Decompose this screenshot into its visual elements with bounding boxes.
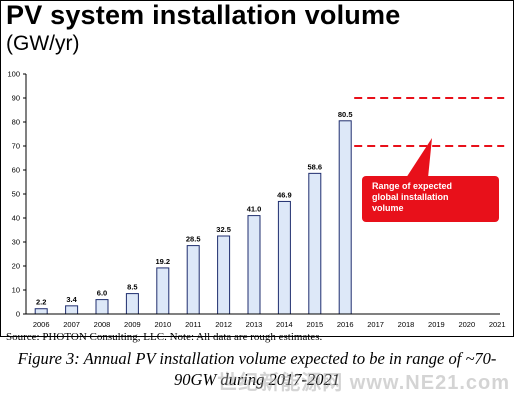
y-tick-label: 60 (12, 166, 20, 175)
x-tick-label: 2021 (489, 320, 506, 329)
data-label: 8.5 (127, 283, 137, 292)
data-label: 19.2 (155, 257, 170, 266)
x-tick-label: 2019 (428, 320, 445, 329)
bar (125, 293, 139, 315)
x-tick-label: 2010 (154, 320, 171, 329)
x-tick-label: 2011 (185, 320, 201, 329)
bar (217, 235, 231, 315)
x-tick-label: 2017 (367, 320, 384, 329)
data-label: 80.5 (338, 110, 353, 119)
bar (34, 308, 48, 315)
data-label: 28.5 (186, 235, 201, 244)
data-label: 58.6 (307, 162, 322, 171)
expected-range (354, 97, 505, 147)
callout-text-line: global installation (372, 192, 449, 202)
x-tick-label: 2007 (63, 320, 80, 329)
x-tick-label: 2012 (215, 320, 232, 329)
callout-box (362, 176, 499, 222)
y-tick-label: 50 (12, 190, 20, 199)
callout-text-line: Range of expected (372, 181, 452, 191)
y-tick-label: 0 (16, 310, 20, 319)
figure-caption: Figure 3: Annual PV installation volume … (17, 349, 497, 389)
bar (95, 299, 109, 315)
x-axis: 2006 2007 2008 2009 2010 2011 2012 2013 2014 2015… (26, 313, 506, 329)
x-tick-label: 2013 (246, 320, 263, 329)
data-label: 41.0 (247, 205, 262, 214)
data-label: 46.9 (277, 190, 292, 199)
callout-text-line: volume (372, 203, 404, 213)
y-tick-label: 20 (12, 262, 20, 271)
y-tick-label: 40 (12, 214, 20, 223)
y-tick-label: 70 (12, 142, 20, 151)
chart-title: PV system installation volume (6, 0, 401, 30)
bar (338, 120, 352, 315)
bars: 2.2 3.4 6.0 8.5 19.2 28.5 32.5 41.0 46.9 58.6 80.5 (34, 110, 353, 315)
bar (247, 215, 261, 315)
y-tick-label: 100 (7, 70, 20, 79)
source-note: Source: PHOTON Consulting, LLC. Note: Al… (6, 331, 323, 343)
y-axis: 0 10 20 30 40 50 60 70 80 90 100 (7, 70, 27, 319)
data-label: 32.5 (216, 225, 231, 234)
x-tick-label: 2006 (33, 320, 50, 329)
y-tick-label: 10 (12, 286, 20, 295)
bar (156, 267, 170, 315)
bar (277, 200, 291, 315)
bar (65, 305, 79, 315)
y-tick-label: 30 (12, 238, 20, 247)
y-tick-label: 80 (12, 118, 20, 127)
x-tick-label: 2016 (337, 320, 354, 329)
y-unit-label: (GW/yr) (6, 32, 80, 55)
x-tick-label: 2018 (398, 320, 415, 329)
data-label: 2.2 (36, 298, 46, 307)
x-tick-label: 2009 (124, 320, 141, 329)
x-tick-label: 2014 (276, 320, 293, 329)
x-tick-label: 2020 (458, 320, 475, 329)
data-label: 3.4 (66, 295, 77, 304)
bar (186, 245, 200, 315)
x-tick-label: 2015 (306, 320, 323, 329)
data-label: 6.0 (97, 289, 107, 298)
x-tick-label: 2008 (94, 320, 111, 329)
bar (308, 172, 322, 315)
callout-pointer (406, 138, 432, 178)
y-tick-label: 90 (12, 94, 20, 103)
